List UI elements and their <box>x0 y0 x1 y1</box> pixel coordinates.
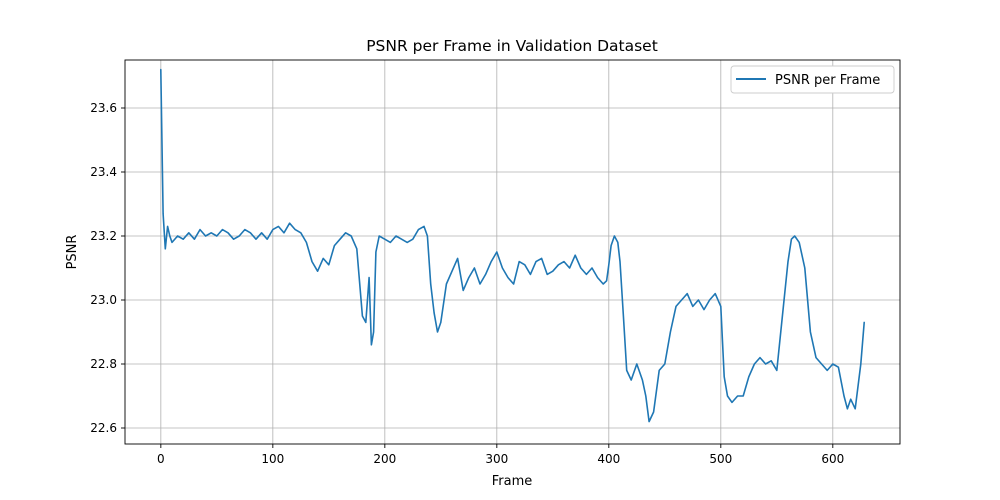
legend: PSNR per Frame <box>730 65 895 94</box>
x-tick-label: 100 <box>261 452 284 466</box>
y-tick-label: 23.4 <box>90 165 117 179</box>
y-axis: 22.6 22.8 23.0 23.2 23.4 23.6 <box>90 101 125 435</box>
series-line-psnr-per-frame <box>160 68 866 423</box>
x-tick-label: 0 <box>157 452 165 466</box>
axes-frame <box>124 59 901 445</box>
chart-title: PSNR per Frame in Validation Dataset <box>366 37 658 55</box>
x-axis-label: Frame <box>492 474 533 489</box>
y-tick-label: 23.2 <box>90 229 117 243</box>
x-tick-label: 200 <box>373 452 396 466</box>
y-tick-label: 23.0 <box>90 293 117 307</box>
y-tick-label: 23.6 <box>90 101 117 115</box>
y-tick-label: 22.8 <box>90 357 117 371</box>
y-axis-label: PSNR <box>65 235 80 270</box>
plot-area <box>160 68 866 423</box>
x-tick-label: 400 <box>597 452 620 466</box>
x-tick-label: 300 <box>485 452 508 466</box>
legend-box <box>730 65 895 94</box>
y-tick-label: 22.6 <box>90 421 117 435</box>
legend-label: PSNR per Frame <box>775 73 880 88</box>
x-axis: 0 100 200 300 400 500 600 <box>157 444 844 466</box>
x-tick-label: 600 <box>821 452 844 466</box>
x-tick-label: 500 <box>709 452 732 466</box>
